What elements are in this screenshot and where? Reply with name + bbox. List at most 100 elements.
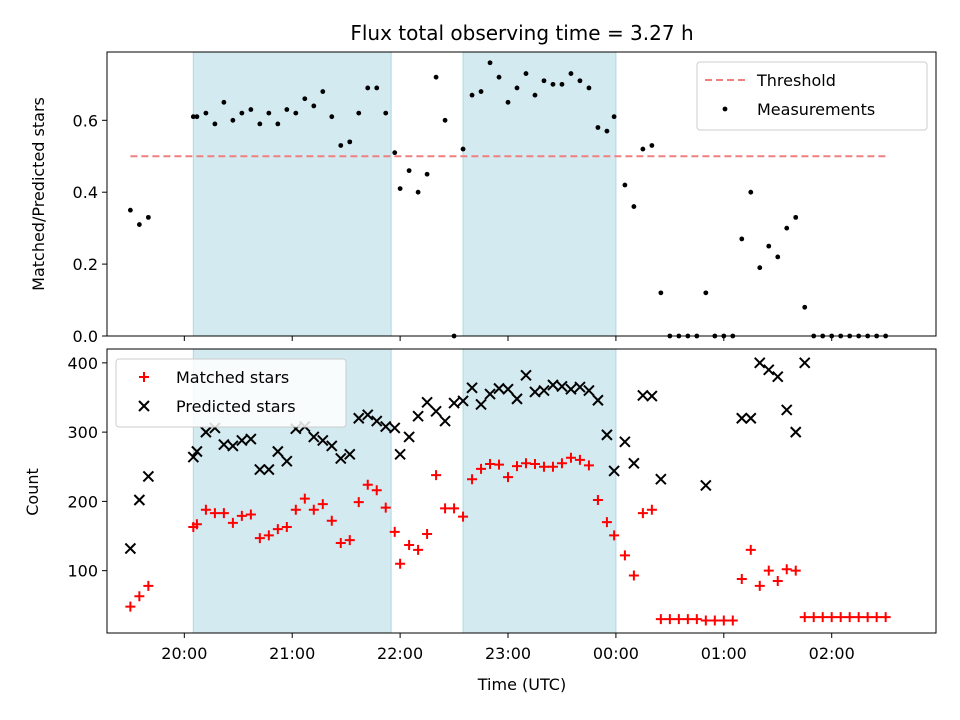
data-point: [601, 517, 612, 528]
x-tick-label: 20:00: [161, 644, 207, 663]
data-point: [433, 74, 439, 80]
data-point: [397, 186, 403, 192]
data-point: [790, 426, 802, 438]
x-axis-label: Time (UTC): [477, 675, 566, 694]
data-point: [403, 431, 415, 443]
data-point: [736, 573, 747, 584]
data-point: [457, 395, 469, 407]
data-point: [487, 60, 493, 66]
data-point: [550, 81, 556, 87]
data-point: [440, 503, 451, 514]
data-point: [134, 591, 145, 602]
data-point: [583, 384, 595, 397]
bottom-y-axis-label: Count: [23, 468, 42, 516]
data-point: [673, 614, 684, 625]
data-point: [145, 214, 151, 220]
data-point: [637, 508, 648, 519]
series-matched-stars: [125, 452, 891, 626]
data-point: [362, 409, 374, 421]
data-point: [449, 503, 460, 514]
data-point: [595, 125, 601, 130]
legend-label: Predicted stars: [176, 397, 296, 416]
data-point: [236, 434, 248, 447]
data-point: [344, 448, 356, 460]
data-point: [344, 535, 355, 546]
data-point: [619, 436, 631, 448]
data-point: [748, 189, 754, 195]
data-point: [646, 504, 657, 515]
data-point: [608, 465, 620, 477]
data-point: [494, 459, 505, 470]
data-point: [709, 615, 720, 626]
data-point: [458, 511, 469, 522]
data-point: [799, 612, 810, 623]
data-point: [320, 89, 326, 94]
highlight-band: [192, 51, 392, 337]
data-point: [514, 85, 520, 91]
data-point: [772, 576, 783, 587]
data-point: [628, 457, 640, 470]
data-point: [556, 380, 568, 393]
data-point: [422, 528, 433, 539]
data-point: [565, 452, 576, 463]
legend-marker: [722, 106, 728, 112]
data-point: [736, 412, 748, 424]
data-point: [547, 379, 559, 391]
data-point: [311, 103, 317, 109]
data-point: [541, 78, 547, 84]
data-point: [718, 615, 729, 626]
data-point: [469, 92, 475, 98]
data-point: [143, 580, 154, 591]
data-point: [254, 463, 266, 476]
data-point: [413, 544, 424, 555]
data-point: [611, 114, 617, 120]
data-point: [503, 472, 514, 483]
series-measurements: [127, 60, 889, 339]
y-tick-label: 200: [67, 492, 98, 511]
data-point: [272, 445, 284, 458]
data-point: [263, 463, 275, 476]
data-point: [239, 110, 245, 116]
y-tick-label: 0.0: [73, 327, 98, 346]
data-point: [302, 96, 308, 102]
data-point: [700, 479, 712, 492]
data-point: [565, 383, 577, 395]
legend-box: [115, 358, 347, 428]
legend: Threshold Measurements: [696, 61, 928, 131]
data-point: [430, 405, 442, 418]
data-point: [406, 168, 412, 174]
data-point: [335, 537, 346, 548]
data-point: [389, 526, 400, 537]
legend-label: Measurements: [757, 100, 875, 119]
data-point: [604, 128, 610, 134]
data-point: [532, 92, 538, 98]
data-point: [308, 431, 320, 443]
data-point: [691, 614, 702, 625]
data-point: [646, 390, 658, 402]
data-point: [538, 461, 549, 472]
data-point: [772, 370, 784, 383]
data-point: [520, 369, 532, 382]
data-point: [317, 499, 328, 510]
data-point: [191, 519, 202, 530]
legend-label: Threshold: [756, 71, 836, 90]
x-tick-label: 02:00: [809, 644, 855, 663]
data-point: [655, 473, 667, 485]
data-point: [380, 502, 391, 513]
data-point: [574, 381, 586, 393]
data-point: [478, 89, 484, 94]
x-tick-label: 00:00: [593, 644, 639, 663]
data-point: [290, 504, 301, 515]
data-point: [281, 522, 292, 533]
data-point: [371, 415, 383, 427]
data-point: [808, 612, 819, 623]
data-point: [592, 495, 603, 506]
data-point: [775, 254, 781, 260]
data-point: [529, 458, 540, 469]
data-point: [245, 509, 256, 520]
data-point: [212, 121, 218, 127]
data-point: [574, 454, 585, 465]
data-point: [380, 420, 392, 433]
data-point: [658, 290, 664, 296]
